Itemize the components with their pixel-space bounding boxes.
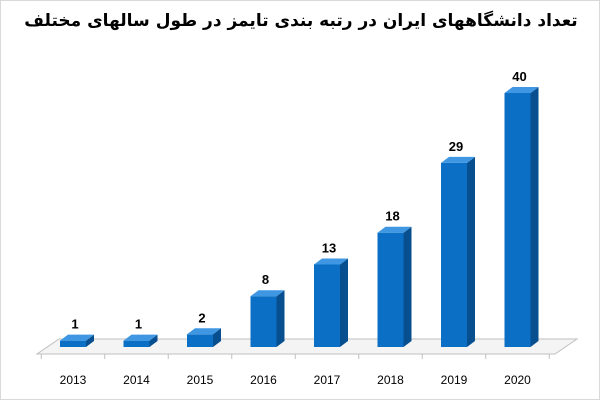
bar-side-2020 <box>530 87 539 347</box>
bar-top-2020 <box>504 87 539 93</box>
data-label-2017: 13 <box>322 240 336 255</box>
x-tick-label-2016: 2016 <box>250 373 277 387</box>
bar-side-2013 <box>86 334 94 347</box>
data-label-2020: 40 <box>512 69 526 84</box>
bar-2016 <box>250 296 277 347</box>
data-label-2014: 1 <box>135 317 142 332</box>
bar-2017 <box>314 264 340 347</box>
bar-top-2013 <box>60 334 94 341</box>
bar-top-2019 <box>441 156 475 163</box>
bar-side-2015 <box>213 328 221 347</box>
bar-side-2019 <box>467 156 475 347</box>
bar-top-2014 <box>123 334 158 341</box>
data-label-2015: 2 <box>198 310 205 325</box>
x-tick-label-2020: 2020 <box>504 373 531 387</box>
bar-top-2015 <box>187 328 221 335</box>
bar-side-2014 <box>149 334 158 347</box>
bar-side-2017 <box>340 258 348 347</box>
bar-2018 <box>377 232 404 347</box>
bar-top-2017 <box>314 258 348 265</box>
x-tick-label-2014: 2014 <box>123 373 150 387</box>
bar-side-2016 <box>276 290 285 347</box>
data-label-2013: 1 <box>71 317 78 332</box>
x-tick-label-2018: 2018 <box>377 373 404 387</box>
x-tick-label-2015: 2015 <box>187 373 214 387</box>
data-label-2018: 18 <box>385 209 399 224</box>
data-label-2019: 29 <box>449 139 463 154</box>
bar-side-2018 <box>403 226 412 347</box>
bar-2020 <box>504 93 531 347</box>
bar-top-2018 <box>377 226 412 233</box>
data-label-2016: 8 <box>262 272 269 287</box>
x-tick-label-2017: 2017 <box>314 373 341 387</box>
chart-floor <box>35 338 579 355</box>
bar-2015 <box>187 334 213 347</box>
bar-2014 <box>123 340 150 347</box>
chart-title: تعداد دانشگاههای ایران در رتبه بندی تایم… <box>24 11 578 31</box>
bar-2019 <box>441 162 467 347</box>
bar-2013 <box>60 340 86 347</box>
x-tick-label-2019: 2019 <box>441 373 468 387</box>
x-tick-label-2013: 2013 <box>60 373 87 387</box>
bar-top-2016 <box>250 290 285 297</box>
